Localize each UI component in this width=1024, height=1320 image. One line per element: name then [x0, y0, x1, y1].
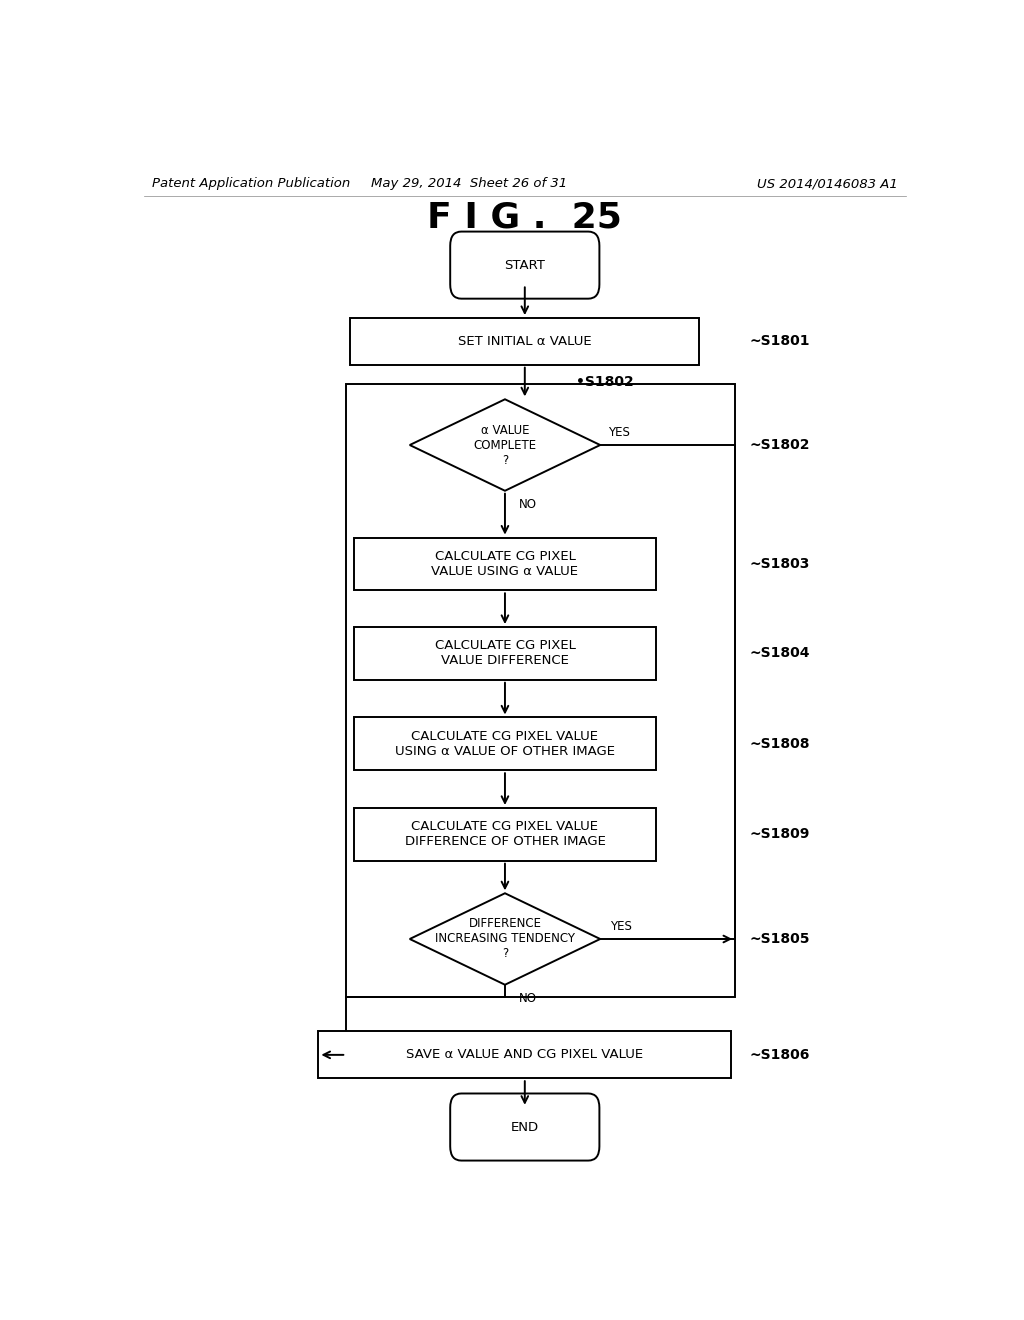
Text: NO: NO — [519, 993, 538, 1006]
Text: CALCULATE CG PIXEL VALUE
USING α VALUE OF OTHER IMAGE: CALCULATE CG PIXEL VALUE USING α VALUE O… — [395, 730, 615, 758]
Text: US 2014/0146083 A1: US 2014/0146083 A1 — [757, 177, 898, 190]
Text: CALCULATE CG PIXEL
VALUE USING α VALUE: CALCULATE CG PIXEL VALUE USING α VALUE — [431, 550, 579, 578]
Polygon shape — [410, 399, 600, 491]
Text: F I G .  25: F I G . 25 — [427, 201, 623, 235]
Text: Patent Application Publication: Patent Application Publication — [152, 177, 350, 190]
Text: ~S1802: ~S1802 — [750, 438, 810, 451]
Bar — [354, 537, 655, 590]
FancyBboxPatch shape — [451, 1093, 599, 1160]
Bar — [354, 718, 655, 771]
Text: ~S1808: ~S1808 — [750, 737, 810, 751]
Bar — [354, 627, 655, 680]
Text: CALCULATE CG PIXEL
VALUE DIFFERENCE: CALCULATE CG PIXEL VALUE DIFFERENCE — [434, 639, 575, 668]
Text: START: START — [505, 259, 545, 272]
Text: END: END — [511, 1121, 539, 1134]
Text: α VALUE
COMPLETE
?: α VALUE COMPLETE ? — [473, 424, 537, 466]
Bar — [318, 1031, 731, 1078]
Text: YES: YES — [608, 426, 630, 440]
Text: SET INITIAL α VALUE: SET INITIAL α VALUE — [458, 335, 592, 348]
Text: ~S1801: ~S1801 — [750, 334, 810, 348]
Text: CALCULATE CG PIXEL VALUE
DIFFERENCE OF OTHER IMAGE: CALCULATE CG PIXEL VALUE DIFFERENCE OF O… — [404, 820, 605, 849]
Bar — [354, 808, 655, 861]
Text: •S1802: •S1802 — [577, 375, 634, 389]
Polygon shape — [410, 894, 600, 985]
Bar — [346, 384, 735, 997]
Text: ~S1805: ~S1805 — [750, 932, 810, 946]
Bar — [350, 318, 699, 364]
Text: NO: NO — [519, 499, 538, 511]
Text: ~S1806: ~S1806 — [750, 1048, 810, 1061]
FancyBboxPatch shape — [451, 231, 599, 298]
Text: ~S1804: ~S1804 — [750, 647, 810, 660]
Text: ~S1803: ~S1803 — [750, 557, 810, 572]
Text: DIFFERENCE
INCREASING TENDENCY
?: DIFFERENCE INCREASING TENDENCY ? — [435, 917, 574, 961]
Text: May 29, 2014  Sheet 26 of 31: May 29, 2014 Sheet 26 of 31 — [371, 177, 567, 190]
Text: YES: YES — [609, 920, 632, 933]
Text: ~S1809: ~S1809 — [750, 828, 810, 841]
Text: SAVE α VALUE AND CG PIXEL VALUE: SAVE α VALUE AND CG PIXEL VALUE — [407, 1048, 643, 1061]
